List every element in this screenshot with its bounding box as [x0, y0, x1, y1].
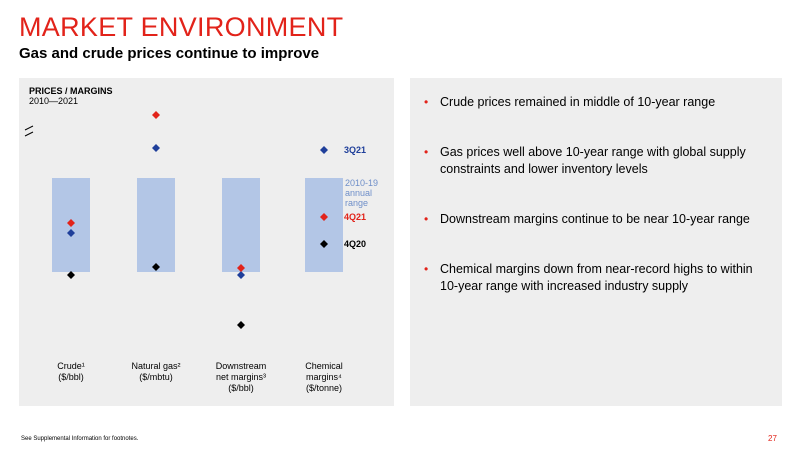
page-number: 27: [768, 434, 777, 443]
range-chart: Crude¹($/bbl)Natural gas²($/mbtu)Downstr…: [24, 111, 378, 393]
bullet-text: Downstream margins continue to be near 1…: [440, 212, 750, 226]
marker-4q20: [320, 240, 328, 248]
bullet-list: • Crude prices remained in middle of 10-y…: [424, 94, 769, 328]
category-label: Natural gas²: [131, 361, 180, 371]
marker-4q21: [152, 111, 160, 119]
chart-panel: PRICES / MARGINS 2010—2021 Crude¹ ($/bbl)…: [19, 78, 394, 406]
marker-4q20: [67, 271, 75, 279]
marker-4q21: [320, 213, 328, 221]
footnote: See Supplemental Information for footnot…: [21, 436, 139, 442]
category-label: net margins³: [216, 372, 266, 382]
bullet-dot-icon: •: [424, 145, 429, 159]
commentary-panel: • Crude prices remained in middle of 10-y…: [410, 78, 782, 406]
marker-3q21: [237, 271, 245, 279]
bullet-text: Crude prices remained in middle of 10-ye…: [440, 95, 716, 109]
category-label: margins⁴: [306, 372, 342, 382]
category-label: Chemical: [305, 361, 343, 371]
marker-4q20: [237, 321, 245, 329]
range-bar: [137, 178, 175, 272]
range-bar: [222, 178, 260, 272]
bullet-dot-icon: •: [424, 95, 429, 109]
bullet-text: Gas prices well above 10-year range with…: [440, 145, 746, 176]
marker-4q20: [152, 263, 160, 271]
marker-4q21: [67, 219, 75, 227]
category-label: ($/bbl): [58, 372, 84, 382]
range-label: range: [345, 198, 368, 208]
bullet-dot-icon: •: [424, 262, 429, 276]
legend-label-4q20: 4Q20: [344, 239, 366, 249]
slide-title: MARKET ENVIRONMENT: [19, 12, 344, 42]
legend-label-4q21: 4Q21: [344, 212, 366, 222]
marker-3q21: [152, 144, 160, 152]
legend-label-3q21: 3Q21: [344, 145, 366, 155]
category-label: Downstream: [216, 361, 267, 371]
range-bar: [305, 178, 343, 272]
marker-3q21: [320, 146, 328, 154]
chart-subtitle: 2010—2021: [29, 96, 79, 106]
bullet-text: Chemical margins down from near-record h…: [440, 262, 753, 293]
marker-4q21: [237, 264, 245, 272]
chart-title: PRICES / MARGINS: [29, 86, 113, 96]
category-label: ($/bbl): [228, 383, 254, 393]
range-label: 2010-19: [345, 178, 378, 188]
axis-break-mark: [24, 131, 34, 137]
marker-3q21: [67, 229, 75, 237]
bullet-item: • Chemical margins down from near-record …: [424, 261, 769, 295]
slide-subtitle: Gas and crude prices continue to improve: [19, 45, 320, 62]
category-label: ($/tonne): [306, 383, 342, 393]
bullet-dot-icon: •: [424, 212, 429, 226]
bullet-item: • Gas prices well above 10-year range wit…: [424, 144, 769, 178]
category-label: ($/mbtu): [139, 372, 173, 382]
axis-break-mark: [24, 125, 34, 131]
bullet-item: • Downstream margins continue to be near …: [424, 211, 769, 228]
bullet-item: • Crude prices remained in middle of 10-y…: [424, 94, 769, 111]
category-label: Crude¹: [57, 361, 85, 371]
range-label: annual: [345, 188, 372, 198]
